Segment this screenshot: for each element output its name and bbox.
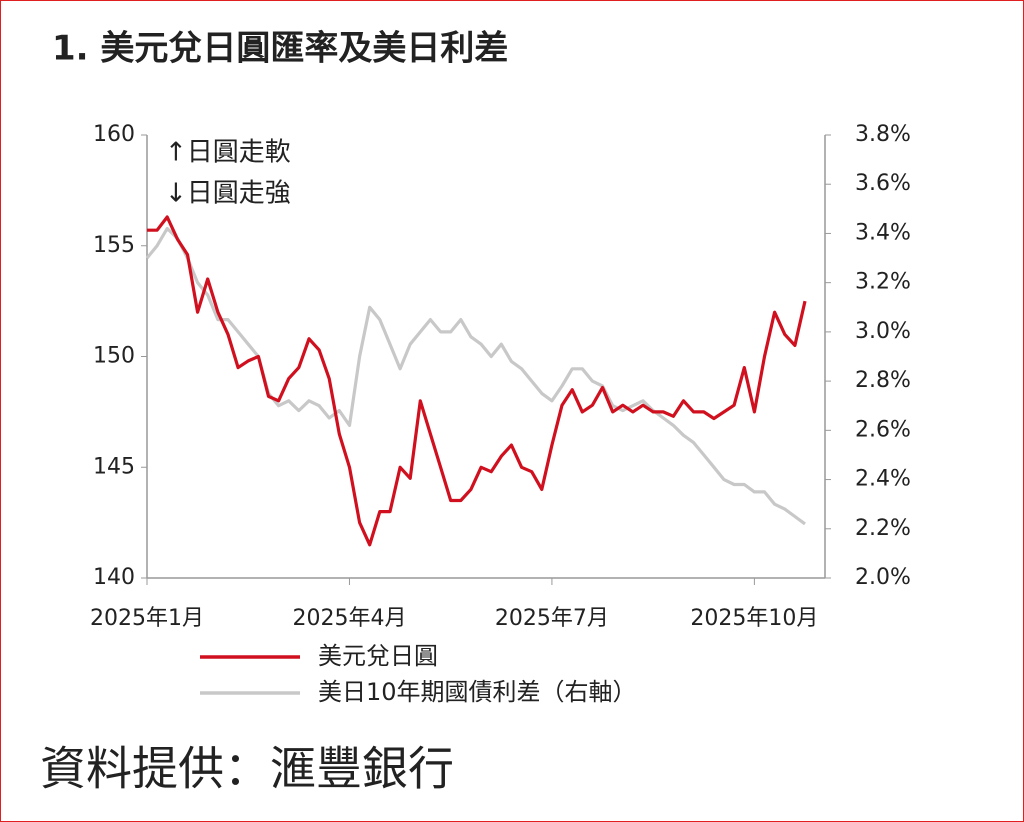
- y2-tick-label: 3.2%: [855, 270, 911, 295]
- y-tick-label: 140: [93, 565, 135, 590]
- y2-tick-label: 2.4%: [855, 467, 911, 492]
- y2-tick-label: 2.6%: [855, 417, 911, 442]
- y2-tick-label: 3.0%: [855, 319, 911, 344]
- y2-tick-label: 2.0%: [855, 565, 911, 590]
- series-line: [147, 215, 807, 547]
- y-tick-label: 145: [93, 454, 135, 479]
- y-tick-label: 150: [93, 344, 135, 369]
- annotation: ↑日圓走軟: [165, 138, 291, 168]
- y2-tick-label: 3.6%: [855, 171, 911, 196]
- annotation: ↓日圓走強: [165, 179, 291, 209]
- y2-tick-label: 2.8%: [855, 368, 911, 393]
- chart-title: 1. 美元兌日圓匯率及美日利差: [52, 29, 508, 69]
- y2-tick-label: 3.8%: [855, 122, 911, 147]
- series-line: [145, 226, 806, 526]
- x-tick-label: 2025年1月: [90, 606, 204, 631]
- y-tick-label: 155: [93, 233, 135, 258]
- y-tick-label: 160: [93, 122, 135, 147]
- y2-tick-label: 3.4%: [855, 220, 911, 245]
- x-tick-label: 2025年4月: [292, 606, 406, 631]
- x-tick-label: 2025年10月: [690, 606, 818, 631]
- y2-tick-label: 2.2%: [855, 516, 911, 541]
- x-tick-label: 2025年7月: [495, 606, 609, 631]
- source: 資料提供：滙豐銀行: [40, 742, 454, 796]
- legend-label: 美日10年期國債利差（右軸）: [318, 678, 637, 706]
- legend-label: 美元兌日圓: [318, 642, 438, 670]
